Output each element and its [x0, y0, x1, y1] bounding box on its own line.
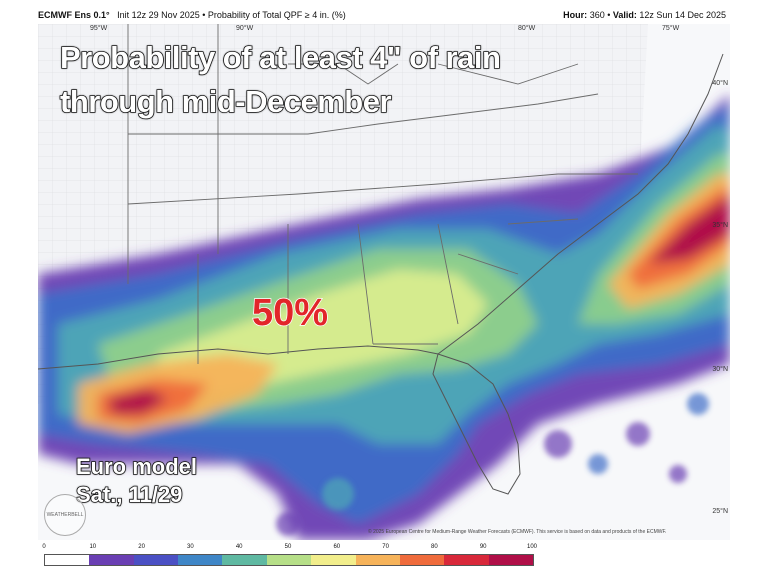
colorbar-segment — [444, 555, 489, 565]
colorbar-segment — [355, 555, 400, 565]
gulf-coastline — [38, 345, 439, 370]
map-canvas — [38, 24, 730, 540]
colorbar-segment — [178, 555, 223, 565]
lon-label: 90°W — [236, 25, 254, 32]
precip-probability-map: 95°W 90°W 80°W 75°W 40°N 35°N 30°N 25°N … — [38, 24, 730, 540]
lon-label: 75°W — [662, 25, 680, 32]
colorbar-segment — [399, 555, 445, 565]
colorbar-segment — [266, 555, 312, 565]
model-line-1: Euro model — [75, 453, 198, 480]
atlantic-coastline — [437, 53, 724, 355]
precip-bands — [38, 94, 730, 540]
colorbar-tick-label: 100 — [526, 544, 538, 550]
map-frame: ECMWF Ens 0.1° Init 12z 29 Nov 2025 • Pr… — [34, 0, 734, 576]
colorbar-tick-label: 70 — [382, 544, 389, 550]
probability-callout: 50% — [251, 291, 329, 335]
title-line-2: through mid-December — [59, 83, 392, 120]
colorbar-tick-label: 90 — [479, 544, 487, 550]
valid-label: Valid: — [612, 10, 637, 20]
colorbar-tick-label: 10 — [89, 544, 97, 550]
colorbar-tick-label: 0 — [42, 544, 46, 550]
init-time: Init 12z 29 Nov 2025 — [117, 10, 200, 20]
colorbar-ticks: 0 10 20 30 40 50 60 70 80 90 100 — [42, 544, 537, 554]
colorbar-tick-label: 20 — [138, 544, 145, 550]
lat-label: 25°N — [712, 508, 728, 515]
colorbar-segment — [311, 555, 356, 565]
model-line-2: Sat., 11/29 — [75, 481, 183, 508]
state-borders — [127, 24, 638, 364]
colorbar-tick-label: 40 — [235, 544, 243, 550]
colorbar-tick-label: 80 — [431, 544, 438, 550]
lon-label: 80°W — [518, 25, 536, 32]
colorbar-segment — [45, 555, 90, 565]
valid-time: 12z Sun 14 Dec 2025 — [639, 10, 726, 20]
florida-outline — [432, 353, 521, 495]
lat-label: 35°N — [712, 222, 728, 229]
weatherbell-watermark: WEATHERBELL — [44, 494, 86, 536]
hour-label: Hour: — [563, 10, 588, 20]
lat-label: 40°N — [712, 80, 728, 87]
colorbar-tick-label: 30 — [187, 544, 194, 550]
model-name: ECMWF Ens 0.1° — [38, 10, 110, 20]
map-header: ECMWF Ens 0.1° Init 12z 29 Nov 2025 • Pr… — [38, 10, 726, 20]
colorbar-segment — [89, 555, 134, 565]
colorbar-tick-label: 60 — [333, 544, 341, 550]
colorbar-tick-label: 50 — [284, 544, 292, 550]
precip-speckles — [276, 393, 709, 536]
title-line-1: Probability of at least 4" of rain — [59, 39, 502, 76]
colorbar-segment — [133, 555, 179, 565]
lon-label: 95°W — [90, 25, 108, 32]
copyright-notice: © 2025 European Centre for Medium-Range … — [368, 529, 667, 535]
lat-label: 30°N — [712, 366, 728, 373]
colorbar-legend — [44, 554, 534, 566]
field-name: Probability of Total QPF ≥ 4 in. (%) — [207, 10, 346, 20]
colorbar-segment — [222, 555, 267, 565]
colorbar-segment — [488, 555, 533, 565]
hour-value: 360 — [589, 10, 605, 20]
